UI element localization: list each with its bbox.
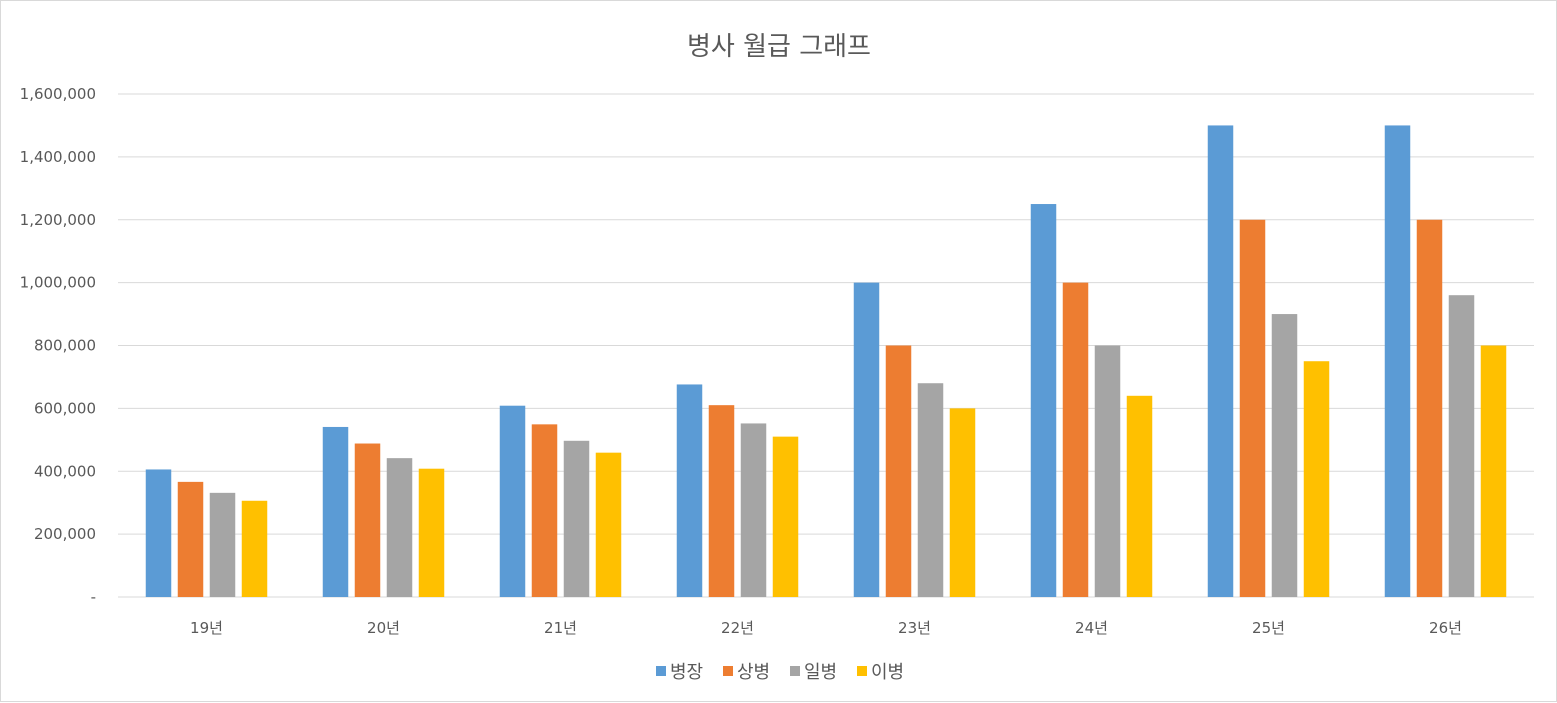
bar-이병-26년 [1480,345,1507,597]
bar-일병-20년 [386,458,413,597]
bar-일병-21년 [563,440,590,597]
bar-일병-23년 [917,383,944,597]
gridlines [118,93,1534,598]
bar-일병-26년 [1448,295,1475,597]
legend-swatch [857,666,867,676]
legend-label: 이병 [871,662,904,683]
bar-상병-26년 [1416,219,1443,597]
bar-상병-19년 [177,481,204,597]
y-tick-label: 600,000 [34,399,96,417]
bar-상병-25년 [1239,219,1266,597]
y-tick-label: 1,600,000 [20,85,96,103]
bar-병장-20년 [322,426,349,597]
y-axis-ticks: - 200,000 400,000 600,000 800,000 1,000,000 1,… [20,85,96,606]
bar-상병-23년 [885,345,912,597]
bar-병장-26년 [1384,125,1411,597]
x-axis-ticks: 19년 20년 21년 22년 23년 24년 25년 26년 [190,619,1462,637]
legend-swatch [723,666,733,676]
x-tick-label: 25년 [1252,619,1285,637]
bar-병장-21년 [499,405,526,597]
y-tick-label: 1,200,000 [20,211,96,229]
y-tick-label: 1,400,000 [20,148,96,166]
y-tick-label: 400,000 [34,462,96,480]
y-tick-label: 200,000 [34,525,96,543]
bar-이병-25년 [1303,361,1330,597]
bar-상병-21년 [531,424,558,597]
bar-이병-23년 [949,408,976,597]
bar-일병-24년 [1094,345,1121,597]
bar-일병-22년 [740,423,767,597]
bar-병장-23년 [853,282,880,597]
x-tick-label: 20년 [367,619,400,637]
bar-이병-19년 [241,500,268,597]
chart-title: 병사 월급 그래프 [687,32,871,62]
legend-label: 병장 [670,662,703,683]
bar-일병-25년 [1271,314,1298,597]
bar-이병-22년 [772,436,799,597]
x-tick-label: 19년 [190,619,223,637]
y-tick-label: 800,000 [34,337,96,355]
legend-swatch [790,666,800,676]
y-tick-label: 1,000,000 [20,274,96,292]
legend-label: 상병 [737,662,770,683]
bar-이병-20년 [418,468,445,597]
bar-병장-19년 [145,469,172,597]
bar-병장-22년 [676,384,703,597]
bar-상병-24년 [1062,282,1089,597]
bar-상병-20년 [354,443,381,597]
legend: 병장 상병 일병 이병 [656,662,904,683]
x-tick-label: 21년 [544,619,577,637]
legend-label: 일병 [804,662,837,683]
x-tick-label: 23년 [898,619,931,637]
bar-병장-25년 [1207,125,1234,597]
bar-병장-24년 [1030,204,1057,597]
legend-swatch [656,666,666,676]
bars [145,125,1507,597]
x-tick-label: 26년 [1429,619,1462,637]
x-tick-label: 22년 [721,619,754,637]
y-tick-label: - [91,588,96,606]
bar-상병-22년 [708,405,735,597]
x-tick-label: 24년 [1075,619,1108,637]
bar-이병-24년 [1126,395,1153,597]
bar-일병-19년 [209,492,236,597]
bar-이병-21년 [595,452,622,597]
